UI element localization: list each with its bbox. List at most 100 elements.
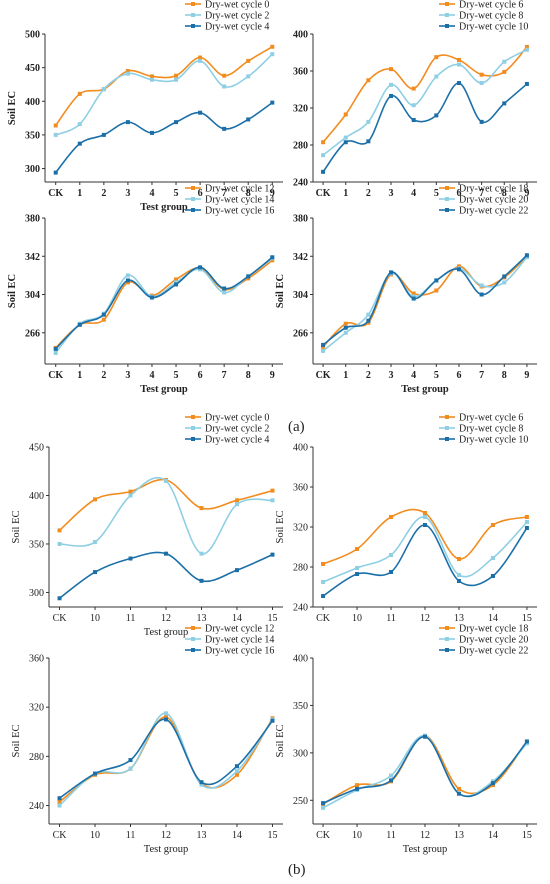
data-point xyxy=(174,277,179,282)
figure-label-a: (a) xyxy=(288,419,305,435)
data-point xyxy=(53,170,58,175)
data-point xyxy=(355,547,360,551)
data-point xyxy=(128,766,133,771)
data-point xyxy=(321,580,326,584)
y-tick-label: 304 xyxy=(293,290,308,301)
legend-marker xyxy=(191,186,195,190)
legend-marker xyxy=(191,2,195,6)
y-axis-title: Soil EC xyxy=(7,91,18,125)
series-1 xyxy=(57,477,275,533)
x-tick-label: 3 xyxy=(389,370,394,381)
x-tick-label: CK xyxy=(53,830,68,841)
data-point xyxy=(93,497,98,502)
data-point xyxy=(101,317,106,322)
data-point xyxy=(423,734,427,739)
data-point xyxy=(270,488,275,493)
data-point xyxy=(234,498,239,503)
legend-label: Dry-wet cycle 20 xyxy=(459,635,528,646)
y-tick-label: 400 xyxy=(29,491,44,502)
data-point xyxy=(53,132,58,137)
data-point xyxy=(57,803,62,808)
data-point xyxy=(366,318,371,323)
legend-label: Dry-wet cycle 0 xyxy=(205,413,269,424)
series-line xyxy=(55,257,273,354)
legend-marker xyxy=(445,426,449,430)
x-tick-label: 5 xyxy=(174,370,179,381)
x-tick-label: 8 xyxy=(502,188,507,199)
series-line xyxy=(59,716,274,803)
data-point xyxy=(389,553,394,557)
data-point xyxy=(423,515,427,519)
data-point xyxy=(355,783,360,788)
data-point xyxy=(434,113,439,118)
data-point xyxy=(164,478,168,483)
data-point xyxy=(270,255,275,260)
data-point xyxy=(355,566,360,570)
data-point xyxy=(411,86,416,91)
legend-label: Dry-wet cycle 18 xyxy=(459,624,528,635)
figure-label-b: (b) xyxy=(288,862,306,878)
data-point xyxy=(270,258,275,263)
series-line xyxy=(322,734,528,809)
data-point xyxy=(355,572,360,576)
x-tick-label: 9 xyxy=(270,370,275,381)
series-1 xyxy=(321,44,529,145)
y-tick-label: 450 xyxy=(29,443,44,454)
data-point xyxy=(321,153,326,158)
data-point xyxy=(490,781,495,786)
data-point xyxy=(389,778,394,783)
series-2 xyxy=(57,711,275,808)
data-point xyxy=(199,780,204,785)
legend-label: Dry-wet cycle 6 xyxy=(459,0,523,11)
legend-label: Dry-wet cycle 10 xyxy=(459,435,528,446)
y-tick-label: 360 xyxy=(293,67,308,78)
data-point xyxy=(149,130,154,135)
data-point xyxy=(524,47,529,52)
y-tick-label: 400 xyxy=(293,30,308,41)
series-1 xyxy=(53,258,275,350)
data-point xyxy=(524,44,529,49)
series-3 xyxy=(321,253,529,347)
x-tick-label: 11 xyxy=(386,613,396,624)
x-tick-label: 15 xyxy=(267,830,277,841)
x-tick-label: 15 xyxy=(522,830,532,841)
data-point xyxy=(246,74,251,79)
data-point xyxy=(321,801,326,806)
series-2 xyxy=(53,52,275,137)
legend-marker xyxy=(445,637,449,641)
data-point xyxy=(198,58,203,63)
data-point xyxy=(343,112,348,117)
data-point xyxy=(434,288,439,293)
legend-label: Dry-wet cycle 4 xyxy=(205,22,269,33)
y-axis-title: Soil EC xyxy=(275,511,286,544)
data-point xyxy=(389,93,394,98)
series-2 xyxy=(53,256,275,355)
data-point xyxy=(490,523,495,527)
data-point xyxy=(222,73,227,78)
data-point xyxy=(174,120,179,125)
data-point xyxy=(101,312,106,317)
data-point xyxy=(321,348,326,353)
data-point xyxy=(270,498,275,503)
data-point xyxy=(270,52,275,57)
x-axis-title: Test group xyxy=(401,384,449,395)
data-point xyxy=(423,511,427,515)
y-tick-label: 240 xyxy=(293,603,308,614)
series-line xyxy=(322,735,528,804)
data-point xyxy=(149,77,154,82)
data-point xyxy=(270,718,275,723)
data-point xyxy=(411,103,416,108)
y-tick-label: 240 xyxy=(29,801,44,812)
legend-marker xyxy=(191,208,195,212)
y-axis-title: Soil EC xyxy=(7,274,18,308)
data-point xyxy=(343,330,348,335)
series-1 xyxy=(321,733,529,807)
y-tick-label: 300 xyxy=(29,588,44,599)
data-point xyxy=(389,515,394,519)
data-point xyxy=(389,82,394,87)
x-tick-label: 14 xyxy=(488,830,498,841)
